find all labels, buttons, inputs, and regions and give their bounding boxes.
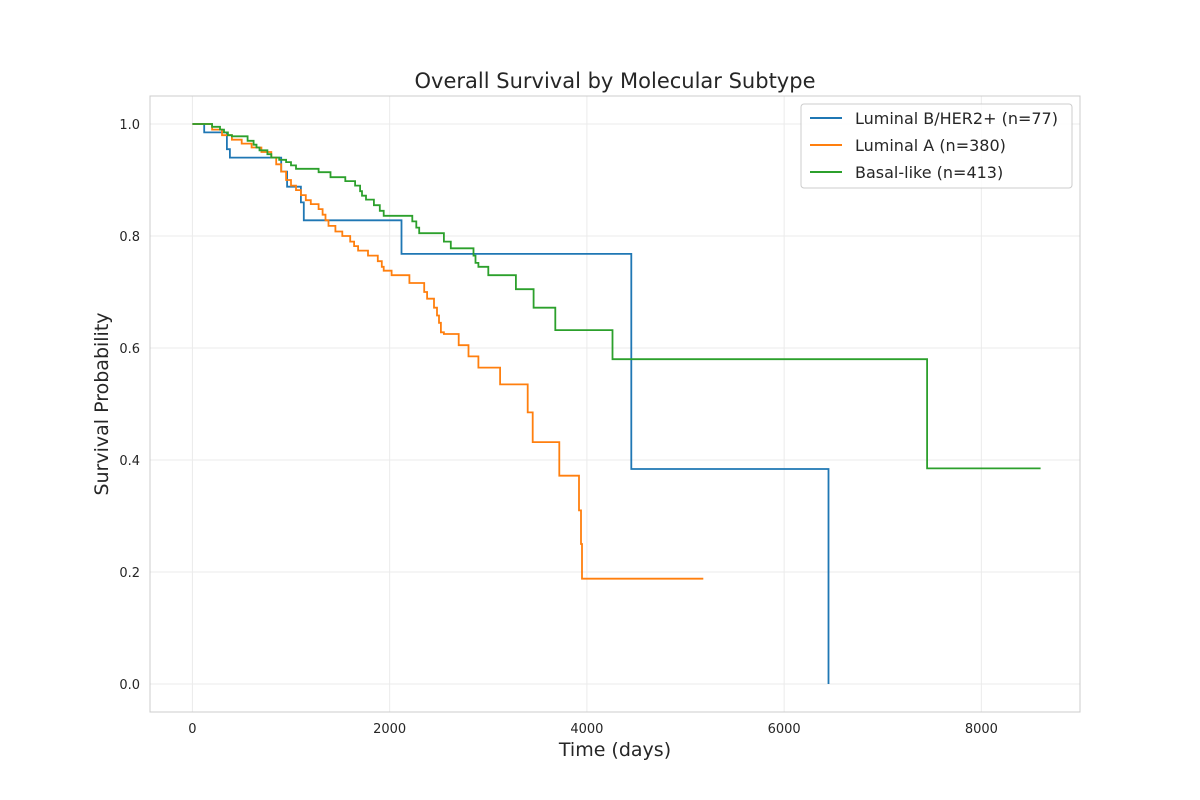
series-line-luminal-b-her2 [192,123,830,684]
y-tick-label: 0.0 [119,678,140,693]
series-line-basal-like [192,123,1041,470]
x-tick-label: 6000 [768,722,801,737]
y-tick-label: 0.8 [119,230,140,245]
y-tick-label: 1.0 [119,118,140,133]
plot-area-frame [149,95,1081,713]
legend-label-luminal-b: Luminal B/HER2+ (n=77) [855,109,1058,128]
series-line-luminal-a [192,123,704,580]
tick-labels: 0 2000 4000 6000 8000 0.0 0.2 0.4 0.6 0.8 1.0 [119,118,998,737]
y-axis-label: Survival Probability [91,312,113,495]
legend-box [800,103,1073,189]
x-axis-label: Time (days) [558,739,671,761]
chart-title: Overall Survival by Molecular Subtype [415,69,816,93]
x-tick-label: 0 [188,722,196,737]
legend-label-basal-like: Basal-like (n=413) [855,163,1003,182]
series-layer [192,123,1041,684]
x-tick-label: 4000 [570,722,603,737]
x-tick-label: 8000 [965,722,998,737]
y-tick-label: 0.6 [119,342,140,357]
y-tick-label: 0.4 [119,454,140,469]
y-tick-label: 0.2 [119,566,140,581]
legend: Luminal B/HER2+ (n=77) Luminal A (n=380)… [800,103,1073,189]
x-tick-label: 2000 [373,722,406,737]
legend-label-luminal-a: Luminal A (n=380) [855,136,1006,155]
